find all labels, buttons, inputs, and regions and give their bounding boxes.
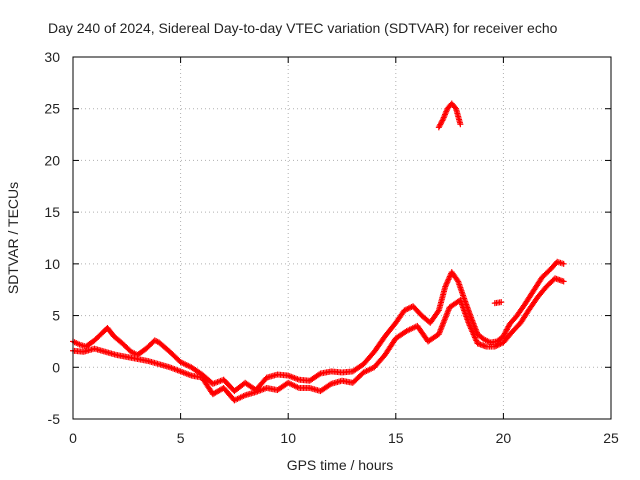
data-points [70, 100, 567, 404]
main-track-point [316, 371, 323, 378]
y-tick-label: 20 [44, 152, 60, 168]
x-tick-label: 20 [496, 430, 512, 446]
y-axis-label: SDTVAR / TECUs [5, 182, 21, 294]
x-tick-labels: 0 5 10 15 20 25 [69, 430, 619, 446]
y-tick-label: 0 [52, 359, 60, 375]
lower-branch-point [326, 381, 333, 388]
main-track-point [560, 260, 567, 267]
lower-branch-point [560, 278, 567, 285]
x-tick-label: 5 [177, 430, 185, 446]
grid [73, 57, 611, 419]
isolated-arc-point [457, 121, 464, 128]
main-track-point [434, 308, 441, 315]
y-tick-label: -5 [48, 411, 61, 427]
plot-frame [72, 56, 612, 420]
y-tick-label: 30 [44, 49, 60, 65]
chart-title: Day 240 of 2024, Sidereal Day-to-day VTE… [48, 20, 558, 36]
y-tick-labels: -5 0 5 10 15 20 25 30 [44, 49, 60, 427]
y-tick-label: 5 [52, 308, 60, 324]
x-tick-label: 0 [69, 430, 77, 446]
axis-ticks [72, 56, 612, 420]
isolated-blip-point [498, 299, 505, 306]
x-axis-label: GPS time / hours [287, 457, 394, 473]
y-tick-label: 25 [44, 101, 60, 117]
y-tick-label: 10 [44, 256, 60, 272]
y-tick-label: 15 [44, 204, 60, 220]
x-tick-label: 15 [388, 430, 404, 446]
x-tick-label: 25 [603, 430, 619, 446]
isolated-arc-point [439, 117, 446, 124]
x-tick-label: 10 [280, 430, 296, 446]
